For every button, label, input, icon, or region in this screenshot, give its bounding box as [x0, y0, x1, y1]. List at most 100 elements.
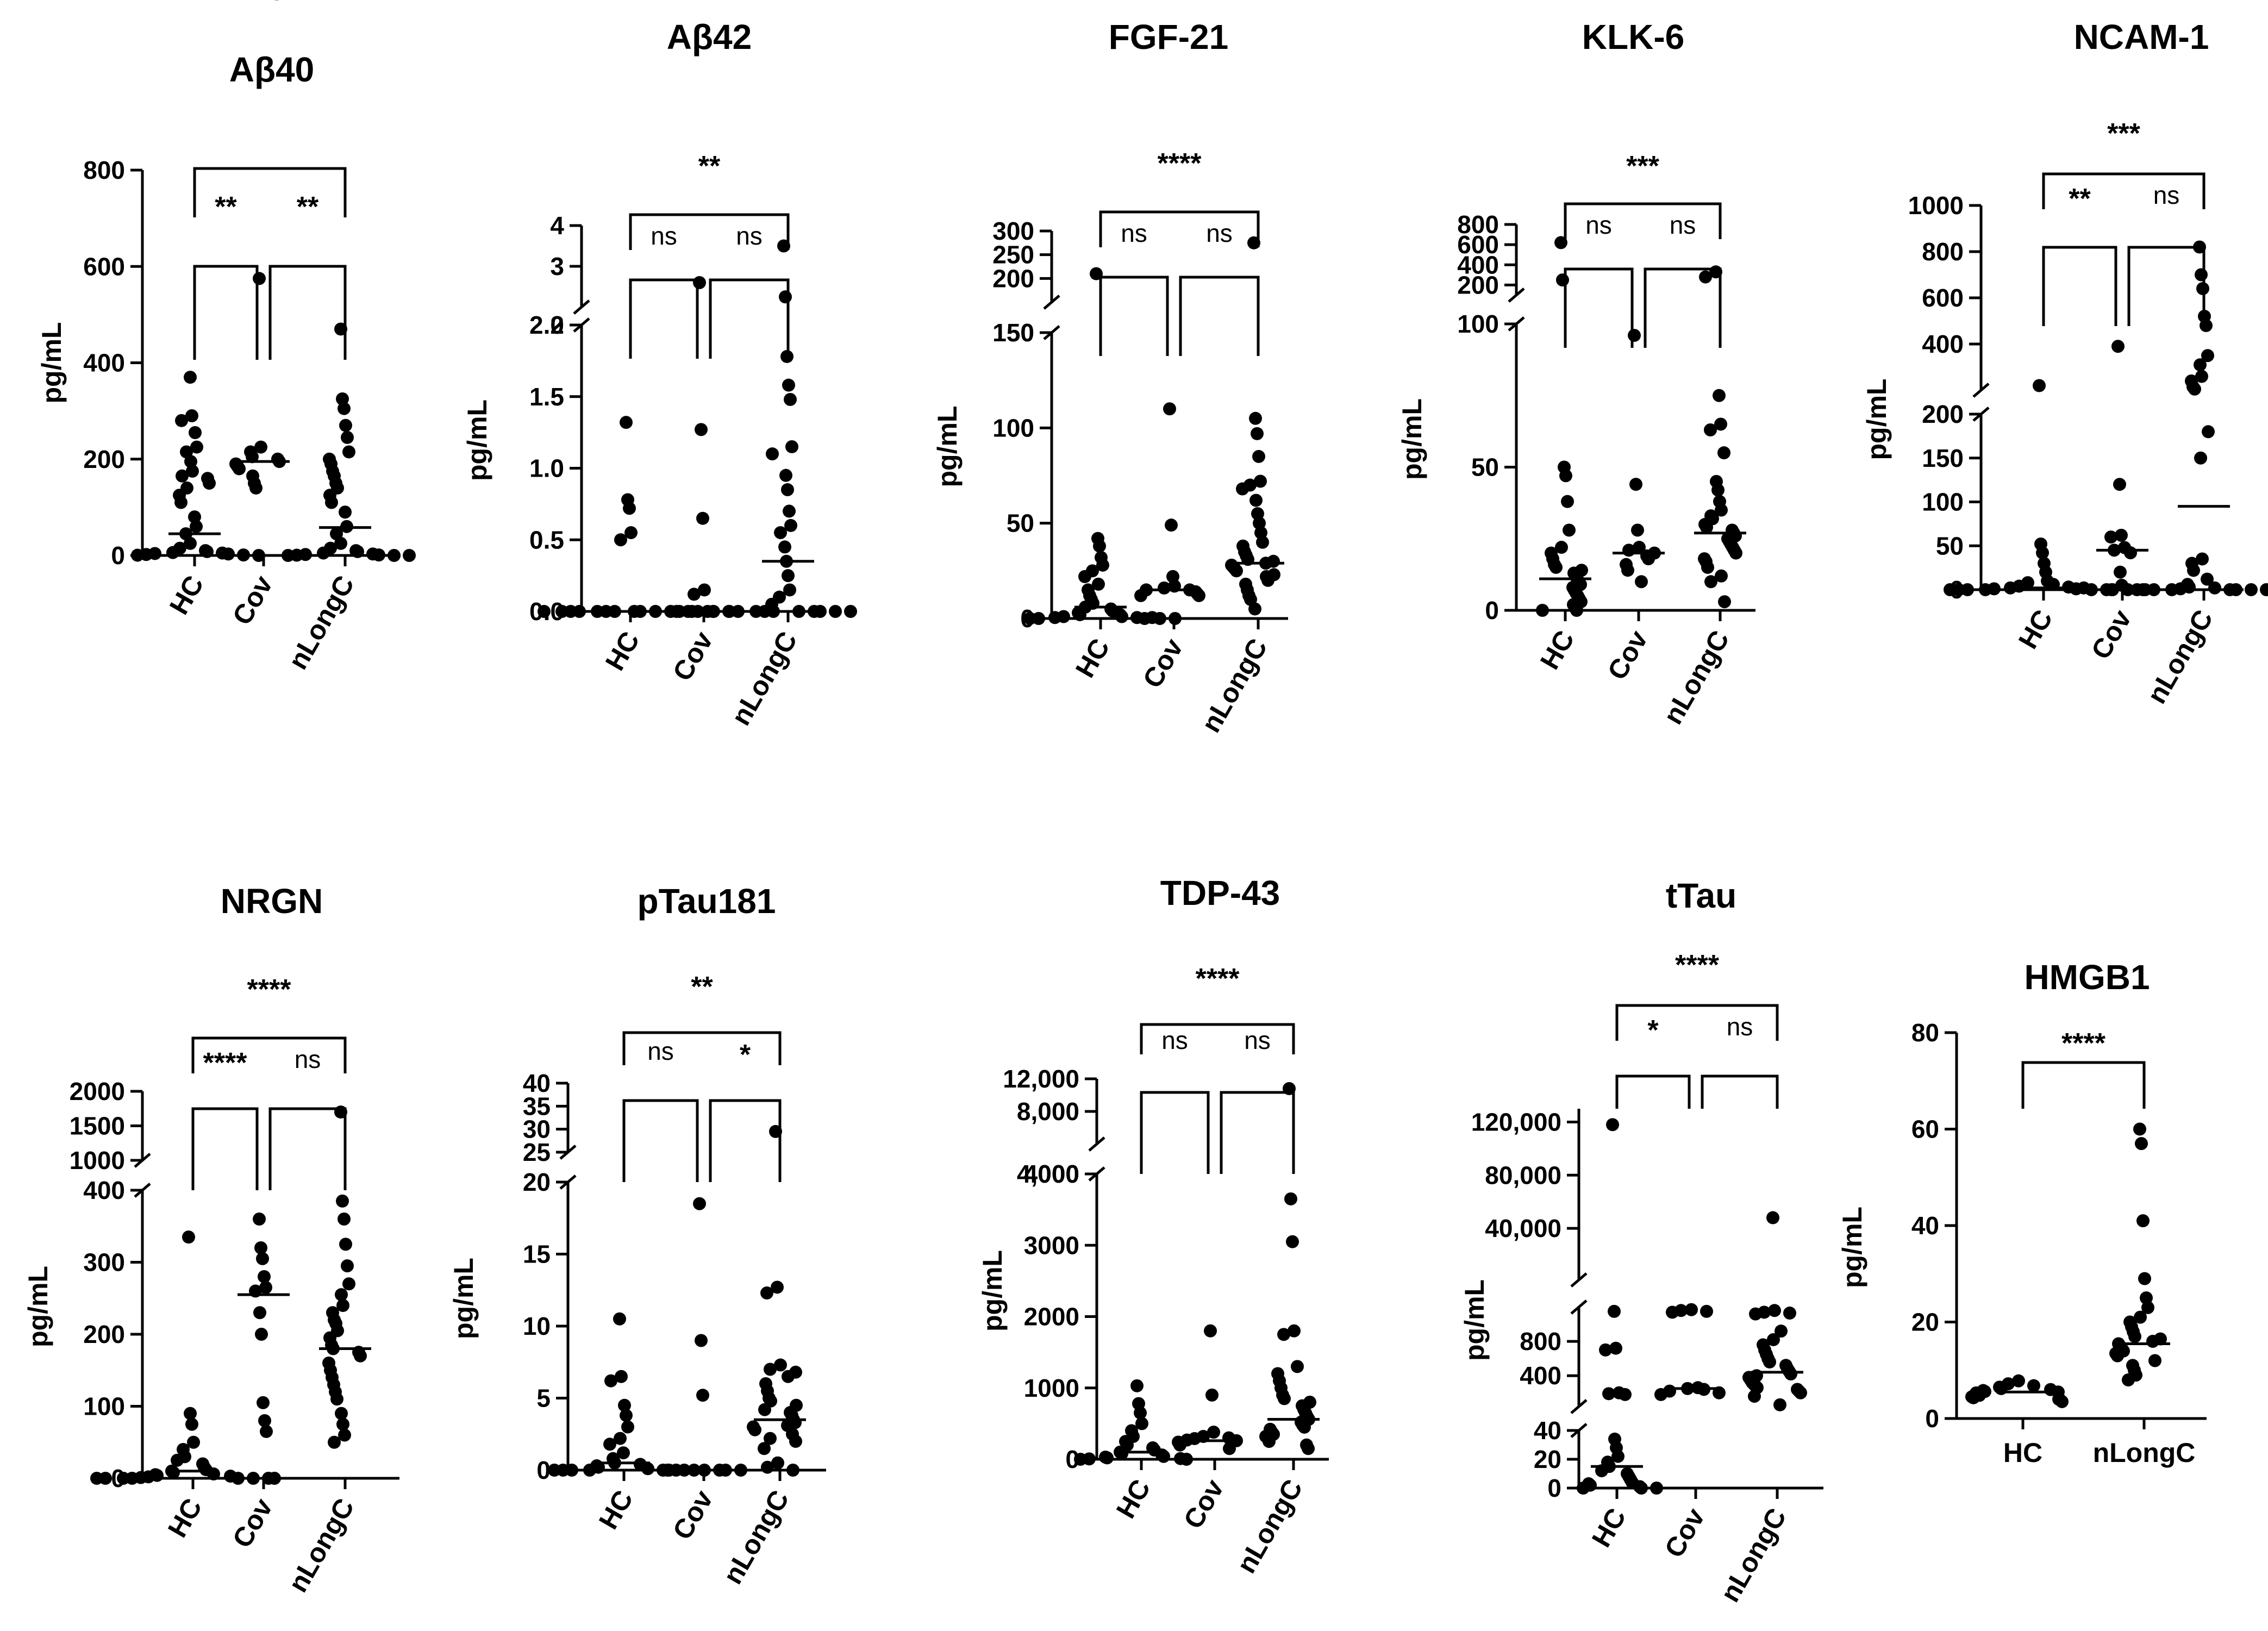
- data-point: [618, 1398, 631, 1412]
- data-point: [734, 1464, 747, 1477]
- data-point: [2146, 1335, 2159, 1348]
- data-point: [789, 1435, 802, 1448]
- data-point: [2195, 370, 2208, 383]
- data-point: [778, 540, 791, 554]
- data-point: [2111, 1349, 2124, 1363]
- y-tick-label: 4: [550, 211, 564, 240]
- data-point: [766, 447, 779, 461]
- y-tick-label: 400: [83, 1176, 125, 1204]
- y-tick-label: 50: [1936, 532, 1964, 560]
- significance-bracket: [1644, 267, 1722, 348]
- data-point: [2128, 1330, 2141, 1343]
- data-point: [1536, 604, 1549, 617]
- data-point: [1207, 1426, 1220, 1439]
- y-tick-label: 80,000: [1485, 1161, 1561, 1189]
- y-tick-label: 250: [992, 241, 1034, 269]
- data-point: [1967, 1391, 1980, 1404]
- data-point: [2201, 349, 2214, 363]
- axis-break-mark: [1570, 1299, 1588, 1315]
- y-tick-label: 2000: [70, 1077, 125, 1105]
- data-point: [1092, 577, 1105, 591]
- data-point: [1096, 558, 1109, 572]
- significance-bracket: [1220, 1091, 1295, 1174]
- data-point: [341, 430, 354, 444]
- data-point: [1254, 474, 1267, 488]
- data-point: [2104, 530, 2117, 544]
- data-point: [351, 545, 364, 558]
- significance-bracket: [622, 1099, 699, 1182]
- significance-label: ns: [1585, 211, 1612, 239]
- data-point: [1134, 589, 1147, 602]
- significance-label: **: [2069, 183, 2091, 215]
- data-point: [1622, 543, 1635, 557]
- axis-break-mark: [1570, 1423, 1588, 1438]
- y-tick-label: 150: [992, 318, 1034, 347]
- data-point: [764, 1432, 777, 1445]
- data-point: [1261, 573, 1274, 587]
- significance-label: ns: [295, 1045, 321, 1073]
- data-point: [2111, 340, 2125, 353]
- y-tick-label: 50: [1471, 453, 1499, 482]
- data-point: [1298, 1420, 1311, 1434]
- chart-title: Aβ42: [667, 17, 752, 57]
- significance-bracket: [629, 213, 790, 250]
- data-point: [1729, 546, 1742, 560]
- data-point: [338, 1428, 351, 1442]
- data-point: [2187, 564, 2200, 577]
- data-point: [1767, 1333, 1780, 1346]
- significance-label: *: [1647, 1015, 1659, 1046]
- data-point: [1556, 273, 1569, 287]
- x-category-label: nLongC: [1196, 634, 1273, 738]
- chart-title: NRGN: [221, 882, 323, 921]
- data-point: [2201, 572, 2214, 586]
- data-point: [184, 536, 197, 550]
- y-tick-label: 80: [1911, 1018, 1939, 1047]
- data-point: [696, 1389, 709, 1402]
- data-point: [166, 546, 179, 559]
- axis-break-mark: [573, 317, 590, 333]
- data-point: [1023, 612, 1036, 625]
- significance-label: ****: [1196, 963, 1240, 995]
- data-point: [201, 545, 214, 558]
- y-tick-label: 600: [1457, 230, 1499, 259]
- data-point: [1766, 1211, 1779, 1224]
- data-point: [591, 605, 604, 618]
- data-point: [1666, 1305, 1679, 1319]
- y-tick-label: 600: [83, 252, 125, 280]
- data-point: [548, 1464, 561, 1477]
- data-point: [723, 605, 736, 618]
- data-point: [693, 1197, 706, 1210]
- data-point: [620, 416, 633, 429]
- data-point: [258, 1270, 271, 1283]
- data-point: [1302, 1442, 1315, 1455]
- x-category-label: HC: [1586, 1503, 1632, 1553]
- panel-5: NRGN0100200300400100015002000pg/mLHCCovn…: [23, 882, 399, 1597]
- y-tick-label: 300: [83, 1248, 125, 1277]
- significance-bracket: [1564, 202, 1722, 239]
- data-point: [2229, 583, 2242, 596]
- data-point: [1284, 1192, 1297, 1205]
- significance-label: ns: [1244, 1026, 1271, 1054]
- y-tick-label: 200: [1922, 400, 1964, 428]
- data-point: [2133, 1122, 2146, 1136]
- significance-bracket: [268, 1107, 347, 1190]
- data-point: [613, 1312, 626, 1326]
- data-point: [1700, 1304, 1713, 1318]
- data-point: [693, 276, 706, 289]
- chart-title: HMGB1: [2024, 958, 2150, 997]
- y-tick-label: 200: [83, 1320, 125, 1348]
- data-point: [2004, 581, 2017, 595]
- significance-bracket: [191, 1036, 347, 1073]
- data-point: [2195, 268, 2208, 282]
- data-point: [203, 477, 216, 490]
- data-point: [256, 1252, 269, 1265]
- data-point: [207, 1467, 220, 1481]
- y-tick-label: 60: [1911, 1115, 1939, 1143]
- data-point: [338, 402, 351, 415]
- data-point: [1277, 1328, 1290, 1341]
- data-point: [1048, 611, 1061, 624]
- y-tick-label: 200: [992, 264, 1034, 292]
- data-point: [1685, 1303, 1698, 1316]
- data-point: [1704, 423, 1717, 436]
